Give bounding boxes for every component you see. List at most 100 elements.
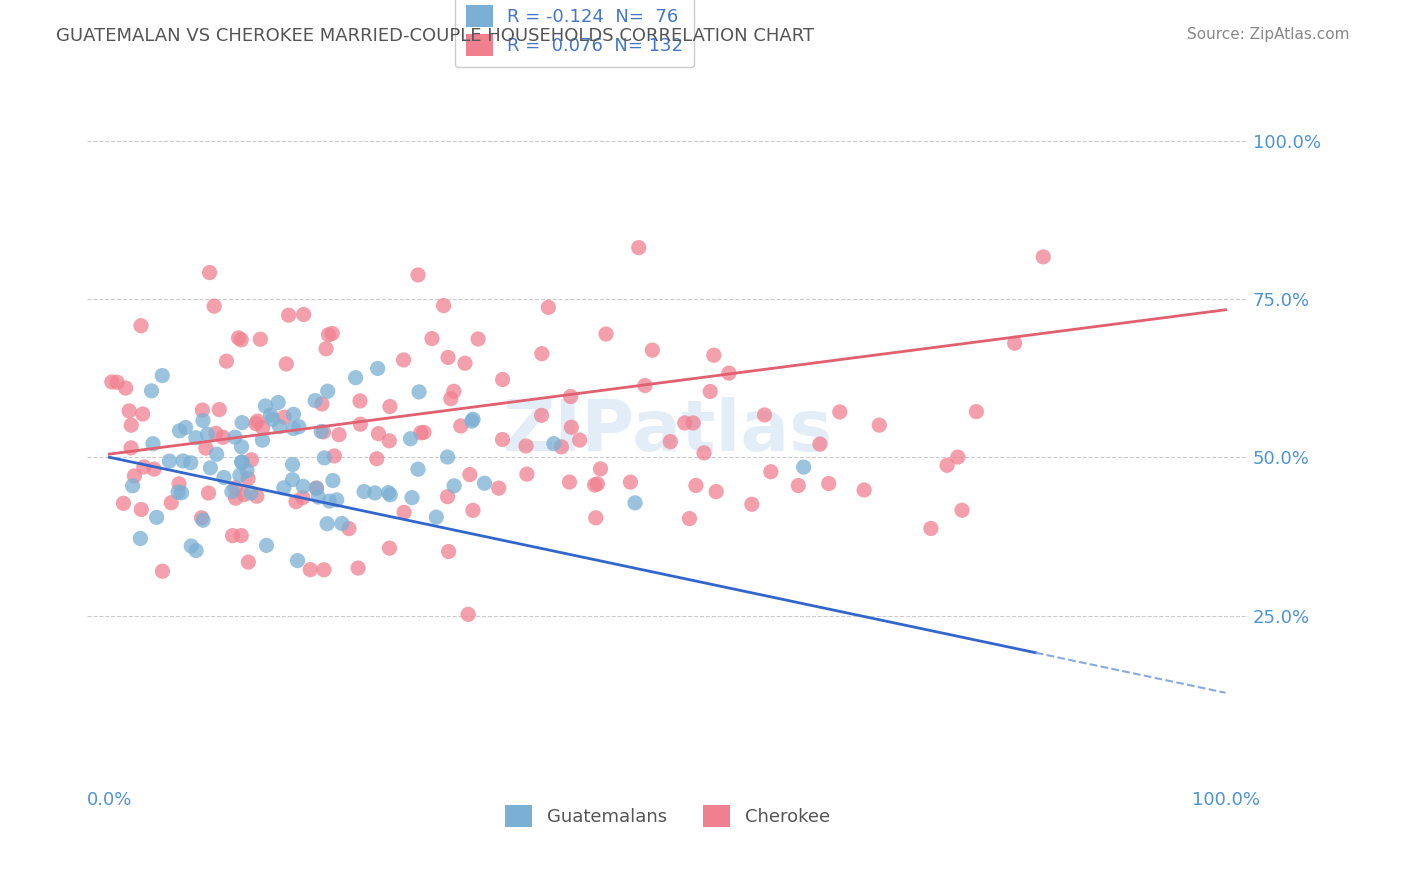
Point xyxy=(693,446,716,460)
Point xyxy=(344,370,367,384)
Point xyxy=(641,343,664,358)
Point xyxy=(215,354,238,368)
Point xyxy=(436,450,458,464)
Point xyxy=(583,478,606,492)
Point xyxy=(236,472,259,486)
Point xyxy=(157,454,180,468)
Point xyxy=(312,563,335,577)
Point xyxy=(367,361,389,376)
Point xyxy=(124,469,146,483)
Point xyxy=(150,564,173,578)
Point xyxy=(793,460,815,475)
Text: ZIPatlas: ZIPatlas xyxy=(502,398,832,467)
Point xyxy=(420,332,443,346)
Point xyxy=(432,299,454,313)
Point xyxy=(212,430,235,444)
Point xyxy=(170,486,193,500)
Point xyxy=(380,488,402,502)
Legend: Guatemalans, Cherokee: Guatemalans, Cherokee xyxy=(498,797,837,834)
Point xyxy=(281,458,304,472)
Point xyxy=(627,241,650,255)
Point xyxy=(228,331,250,345)
Point xyxy=(221,528,243,542)
Point xyxy=(231,416,253,430)
Point xyxy=(353,484,375,499)
Point xyxy=(378,400,401,414)
Point xyxy=(366,451,388,466)
Point xyxy=(741,497,763,511)
Point xyxy=(283,421,305,435)
Point xyxy=(717,366,740,380)
Text: Source: ZipAtlas.com: Source: ZipAtlas.com xyxy=(1187,27,1350,42)
Point xyxy=(229,468,252,483)
Point xyxy=(1032,250,1054,264)
Point xyxy=(252,434,274,448)
Point xyxy=(1004,336,1026,351)
Point xyxy=(167,476,190,491)
Point xyxy=(437,351,460,365)
Point xyxy=(150,368,173,383)
Point xyxy=(325,492,347,507)
Point xyxy=(259,408,281,422)
Point xyxy=(673,416,696,430)
Point xyxy=(256,538,278,552)
Point xyxy=(454,356,477,370)
Point xyxy=(318,494,340,508)
Point xyxy=(685,478,707,492)
Point xyxy=(409,425,432,440)
Point xyxy=(619,475,641,490)
Point xyxy=(543,436,565,450)
Point xyxy=(347,561,370,575)
Point xyxy=(202,299,225,313)
Point xyxy=(817,476,839,491)
Point xyxy=(659,434,682,449)
Point xyxy=(184,543,207,558)
Point xyxy=(287,553,309,567)
Point xyxy=(224,430,246,444)
Point xyxy=(221,484,243,499)
Point xyxy=(399,432,422,446)
Point xyxy=(315,342,337,356)
Point xyxy=(239,486,262,500)
Point xyxy=(283,407,305,421)
Point xyxy=(205,447,228,461)
Point xyxy=(808,437,831,451)
Point xyxy=(699,384,721,399)
Point xyxy=(537,301,560,315)
Point xyxy=(273,410,295,425)
Point xyxy=(316,384,339,399)
Point xyxy=(595,326,617,341)
Point xyxy=(292,308,315,322)
Point xyxy=(488,481,510,495)
Point xyxy=(180,539,202,553)
Point xyxy=(589,462,612,476)
Point xyxy=(197,486,219,500)
Point xyxy=(112,496,135,510)
Point xyxy=(200,460,222,475)
Point xyxy=(277,308,299,322)
Point xyxy=(682,416,704,430)
Point xyxy=(114,381,136,395)
Point xyxy=(129,532,152,546)
Point xyxy=(443,479,465,493)
Point xyxy=(337,522,360,536)
Point xyxy=(461,412,484,426)
Point xyxy=(678,511,700,525)
Point xyxy=(828,405,851,419)
Point xyxy=(560,390,582,404)
Point xyxy=(129,318,152,333)
Point xyxy=(231,528,253,542)
Point xyxy=(703,348,725,362)
Point xyxy=(143,462,166,476)
Point xyxy=(231,333,253,347)
Point xyxy=(120,441,142,455)
Point xyxy=(160,496,183,510)
Point xyxy=(401,491,423,505)
Point xyxy=(197,427,219,442)
Point xyxy=(184,431,207,445)
Point xyxy=(634,378,657,392)
Point xyxy=(965,404,987,418)
Point xyxy=(920,521,942,535)
Point xyxy=(307,490,329,504)
Point xyxy=(304,393,326,408)
